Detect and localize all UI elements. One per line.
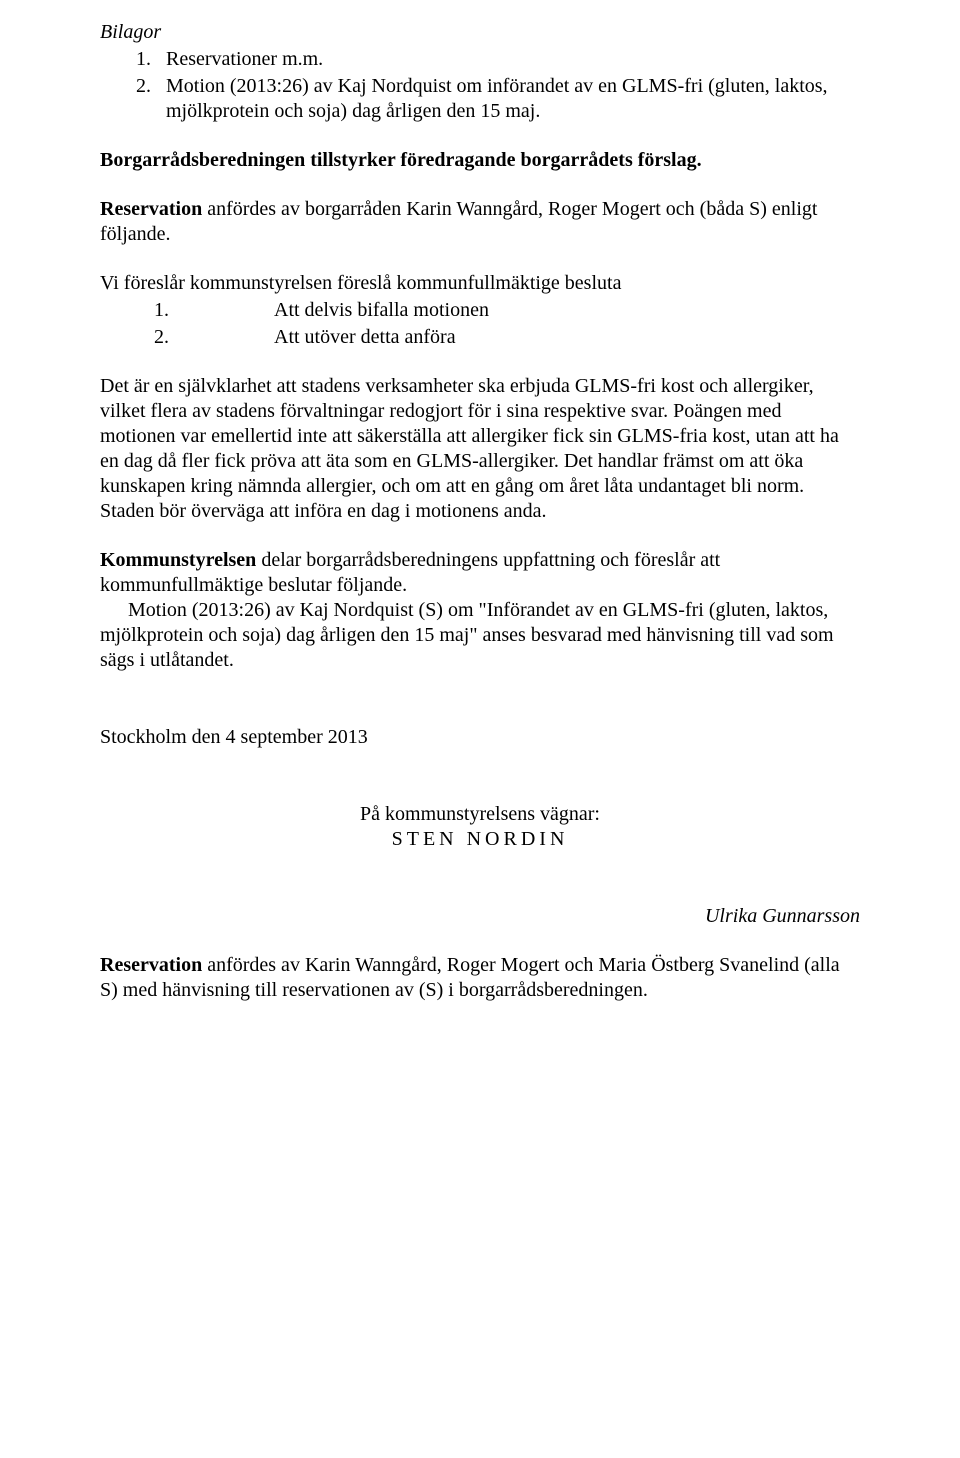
list-number: 1. bbox=[136, 47, 156, 72]
kommun-block: Kommunstyrelsen delar borgarrådsberednin… bbox=[100, 548, 860, 673]
foreslar-line: Vi föreslår kommunstyrelsen föreslå komm… bbox=[100, 271, 860, 296]
signature-line-1: På kommunstyrelsens vägnar: bbox=[100, 802, 860, 827]
bilagor-list: 1. Reservationer m.m. 2. Motion (2013:26… bbox=[100, 47, 860, 124]
bilagor-item: 1. Reservationer m.m. bbox=[136, 47, 860, 72]
date-line: Stockholm den 4 september 2013 bbox=[100, 725, 860, 750]
reservation-rest: anfördes av Karin Wanngård, Roger Mogert… bbox=[100, 954, 840, 1001]
list-text: Reservationer m.m. bbox=[166, 47, 323, 72]
bilagor-heading: Bilagor bbox=[100, 20, 860, 45]
kommun-indent-paragraph: Motion (2013:26) av Kaj Nordquist (S) om… bbox=[100, 598, 860, 673]
list-text: Att utöver detta anföra bbox=[274, 325, 456, 350]
list-number: 2. bbox=[136, 74, 156, 124]
reservation-prefix: Reservation bbox=[100, 198, 202, 220]
right-name: Ulrika Gunnarsson bbox=[100, 904, 860, 929]
reservation-paragraph-1: Reservation anfördes av borgarråden Kari… bbox=[100, 197, 860, 247]
kommun-prefix: Kommunstyrelsen bbox=[100, 549, 256, 571]
reservation-prefix: Reservation bbox=[100, 954, 202, 976]
reservation-paragraph-2: Reservation anfördes av Karin Wanngård, … bbox=[100, 953, 860, 1003]
foreslar-item: 1. Att delvis bifalla motionen bbox=[154, 298, 860, 323]
body-paragraph: Det är en självklarhet att stadens verks… bbox=[100, 374, 860, 524]
foreslar-item: 2. Att utöver detta anföra bbox=[154, 325, 860, 350]
list-text: Att delvis bifalla motionen bbox=[274, 298, 489, 323]
list-number: 1. bbox=[154, 298, 274, 323]
foreslar-list: 1. Att delvis bifalla motionen 2. Att ut… bbox=[100, 298, 860, 350]
list-text: Motion (2013:26) av Kaj Nordquist om inf… bbox=[166, 74, 860, 124]
spacer bbox=[100, 697, 860, 725]
kommun-line: Kommunstyrelsen delar borgarrådsberednin… bbox=[100, 548, 860, 598]
document-page: Bilagor 1. Reservationer m.m. 2. Motion … bbox=[0, 0, 960, 1458]
signature-line-2: STEN NORDIN bbox=[100, 827, 860, 852]
bilagor-item: 2. Motion (2013:26) av Kaj Nordquist om … bbox=[136, 74, 860, 124]
reservation-rest: anfördes av borgarråden Karin Wanngård, … bbox=[100, 198, 817, 245]
borgarrad-line: Borgarrådsberedningen tillstyrker föredr… bbox=[100, 148, 860, 173]
list-number: 2. bbox=[154, 325, 274, 350]
